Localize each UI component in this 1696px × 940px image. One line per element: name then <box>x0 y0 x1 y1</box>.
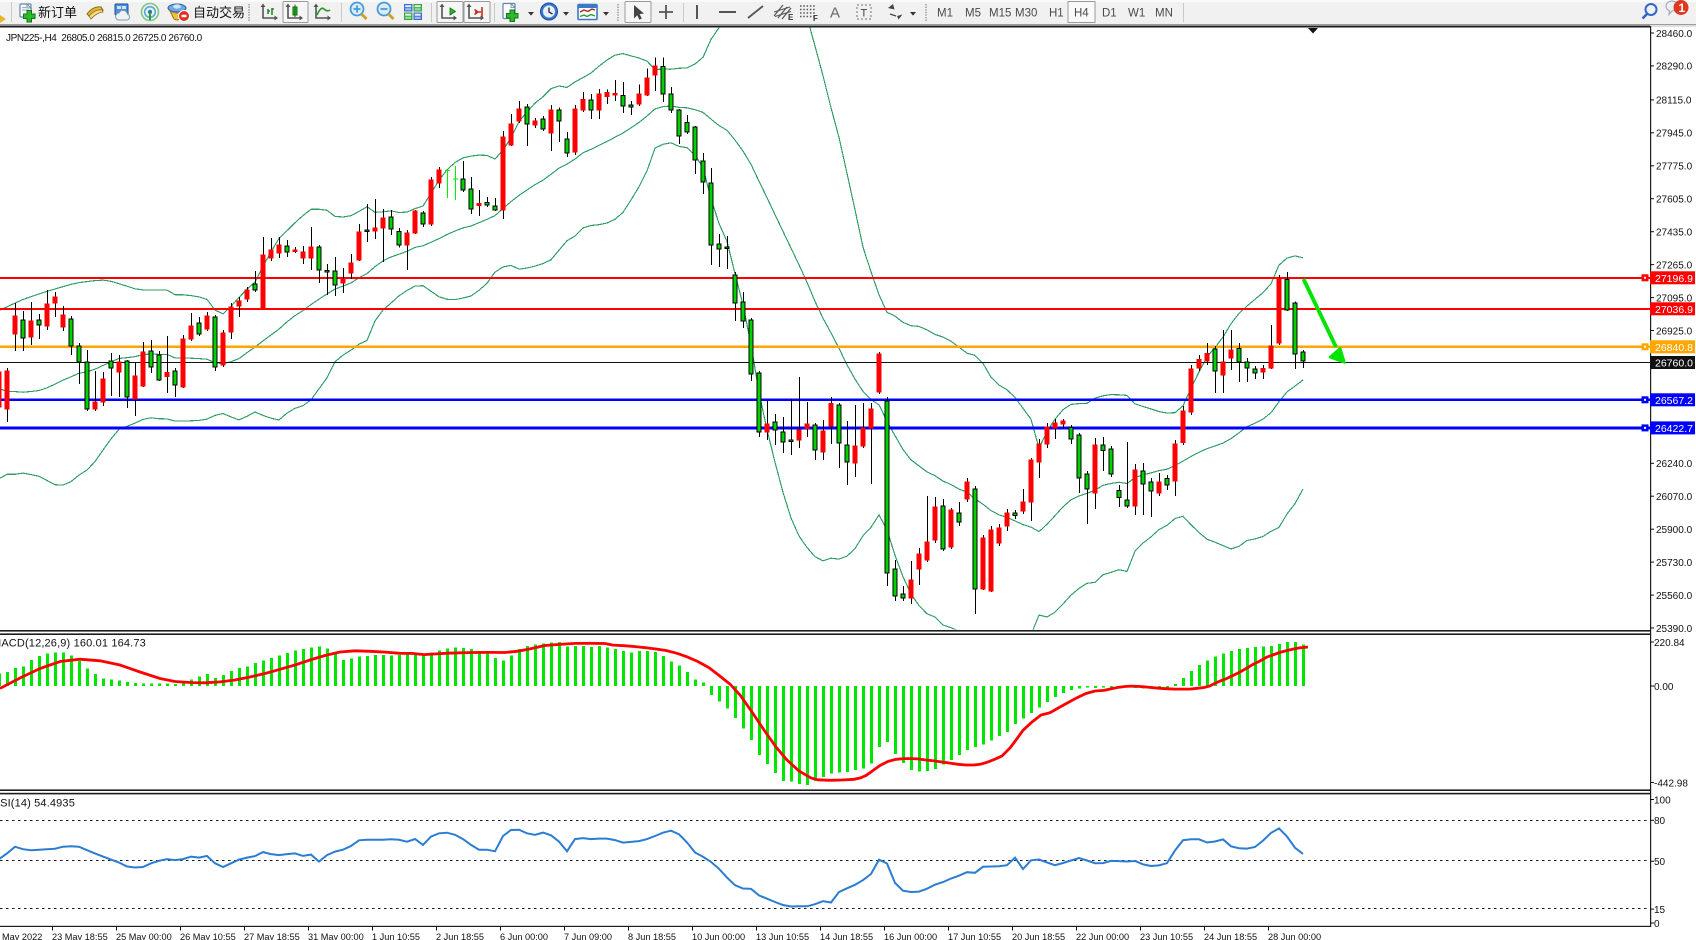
svg-text:E: E <box>788 13 794 22</box>
svg-text:28 Jun 00:00: 28 Jun 00:00 <box>1268 932 1321 940</box>
svg-text:80: 80 <box>1654 816 1666 827</box>
svg-text:M5: M5 <box>965 8 981 20</box>
svg-text:10 Jun 00:00: 10 Jun 00:00 <box>692 932 745 940</box>
svg-text:27 May 18:55: 27 May 18:55 <box>244 932 300 940</box>
svg-text:28460.0: 28460.0 <box>1656 29 1693 40</box>
svg-text:D1: D1 <box>1102 8 1117 20</box>
svg-text:25390.0: 25390.0 <box>1656 624 1693 635</box>
svg-text:27265.0: 27265.0 <box>1656 260 1693 271</box>
svg-text:May 2022: May 2022 <box>2 932 42 940</box>
svg-text:27095.0: 27095.0 <box>1656 293 1693 304</box>
svg-text:25730.0: 25730.0 <box>1656 558 1693 569</box>
svg-text:25560.0: 25560.0 <box>1656 591 1693 602</box>
svg-text:23 May 18:55: 23 May 18:55 <box>52 932 108 940</box>
svg-text:50: 50 <box>1654 857 1666 868</box>
svg-text:26840.8: 26840.8 <box>1655 342 1693 354</box>
svg-text:15: 15 <box>1654 905 1666 916</box>
svg-text:20 Jun 18:55: 20 Jun 18:55 <box>1012 932 1065 940</box>
svg-text:自动交易: 自动交易 <box>193 5 245 20</box>
svg-text:M1: M1 <box>937 8 953 20</box>
svg-text:31 May 00:00: 31 May 00:00 <box>308 932 364 940</box>
svg-text:M15: M15 <box>989 8 1011 20</box>
svg-text:H4: H4 <box>1074 8 1089 20</box>
svg-text:100: 100 <box>1654 795 1671 806</box>
svg-text:8 Jun 18:55: 8 Jun 18:55 <box>628 932 676 940</box>
svg-text:RSI(14) 54.4935: RSI(14) 54.4935 <box>0 798 75 810</box>
svg-text:1 Jun 10:55: 1 Jun 10:55 <box>372 932 420 940</box>
svg-text:24 Jun 18:55: 24 Jun 18:55 <box>1204 932 1257 940</box>
svg-text:23 Jun 10:55: 23 Jun 10:55 <box>1140 932 1193 940</box>
svg-text:26925.0: 26925.0 <box>1656 326 1693 337</box>
svg-text:F: F <box>813 14 818 23</box>
svg-text:26422.7: 26422.7 <box>1655 423 1693 435</box>
svg-text:JPN225-,H4 26805.0 26815.0 26: JPN225-,H4 26805.0 26815.0 26725.0 26760… <box>6 33 203 44</box>
svg-text:0.00: 0.00 <box>1654 682 1674 693</box>
svg-text:T: T <box>861 8 868 20</box>
svg-text:6 Jun 00:00: 6 Jun 00:00 <box>500 932 548 940</box>
svg-text:1: 1 <box>1679 1 1686 15</box>
svg-text:14 Jun 18:55: 14 Jun 18:55 <box>820 932 873 940</box>
svg-text:7 Jun 09:00: 7 Jun 09:00 <box>564 932 612 940</box>
svg-text:22 Jun 00:00: 22 Jun 00:00 <box>1076 932 1129 940</box>
svg-text:26 May 10:55: 26 May 10:55 <box>180 932 236 940</box>
svg-text:28115.0: 28115.0 <box>1656 96 1692 107</box>
svg-text:27775.0: 27775.0 <box>1656 162 1693 173</box>
svg-text:16 Jun 00:00: 16 Jun 00:00 <box>884 932 937 940</box>
svg-text:M30: M30 <box>1015 8 1037 20</box>
svg-text:13 Jun 10:55: 13 Jun 10:55 <box>756 932 809 940</box>
svg-text:0: 0 <box>1654 919 1660 930</box>
svg-text:27036.9: 27036.9 <box>1655 304 1693 316</box>
svg-text:17 Jun 10:55: 17 Jun 10:55 <box>948 932 1001 940</box>
svg-text:MN: MN <box>1155 8 1173 20</box>
svg-text:H1: H1 <box>1049 8 1064 20</box>
svg-text:2 Jun 18:55: 2 Jun 18:55 <box>436 932 484 940</box>
svg-text:28290.0: 28290.0 <box>1656 62 1693 73</box>
svg-text:27435.0: 27435.0 <box>1656 228 1693 239</box>
svg-text:W1: W1 <box>1128 8 1145 20</box>
svg-text:26760.0: 26760.0 <box>1655 358 1693 370</box>
svg-text:27945.0: 27945.0 <box>1656 129 1693 140</box>
svg-text:MACD(12,26,9) 160.01 164.73: MACD(12,26,9) 160.01 164.73 <box>0 638 146 650</box>
svg-text:25900.0: 25900.0 <box>1656 525 1693 536</box>
svg-text:25 May 00:00: 25 May 00:00 <box>116 932 172 940</box>
svg-text:27605.0: 27605.0 <box>1656 195 1693 206</box>
svg-text:A: A <box>830 5 840 22</box>
svg-text:27196.9: 27196.9 <box>1655 273 1693 285</box>
svg-text:220.84: 220.84 <box>1654 638 1685 649</box>
svg-text:-442.98: -442.98 <box>1654 778 1688 789</box>
svg-text:26240.0: 26240.0 <box>1656 459 1693 470</box>
svg-text:26070.0: 26070.0 <box>1656 492 1693 503</box>
svg-text:26567.2: 26567.2 <box>1655 395 1693 407</box>
svg-text:新订单: 新订单 <box>38 5 77 20</box>
